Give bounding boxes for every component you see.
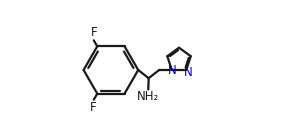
Text: N: N bbox=[168, 64, 176, 76]
Text: F: F bbox=[91, 26, 98, 39]
Text: NH₂: NH₂ bbox=[137, 90, 159, 103]
Text: N: N bbox=[184, 66, 192, 79]
Text: F: F bbox=[90, 101, 96, 114]
